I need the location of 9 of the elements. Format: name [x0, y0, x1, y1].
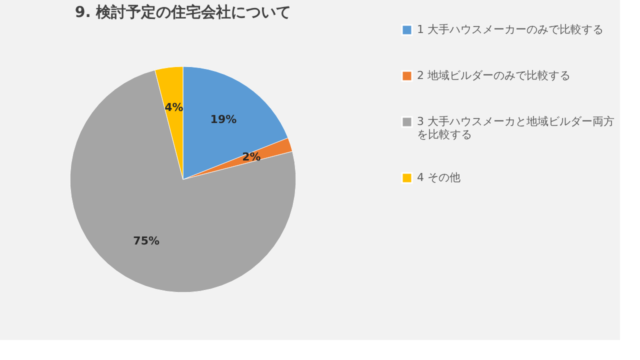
data-label: 19%	[210, 112, 237, 126]
legend-label: 3 大手ハウスメーカと地域ビルダー両方を比較する	[417, 115, 614, 141]
data-label: 2%	[242, 150, 261, 164]
legend-label: 1 大手ハウスメーカーのみで比較する	[417, 23, 604, 36]
chart-title: 9. 検討予定の住宅会社について	[74, 3, 292, 21]
legend-label: 2 地域ビルダーのみで比較する	[417, 69, 570, 82]
legend-label: 4 その他	[417, 171, 460, 184]
data-label: 75%	[133, 234, 160, 248]
pie-slice	[70, 70, 296, 293]
